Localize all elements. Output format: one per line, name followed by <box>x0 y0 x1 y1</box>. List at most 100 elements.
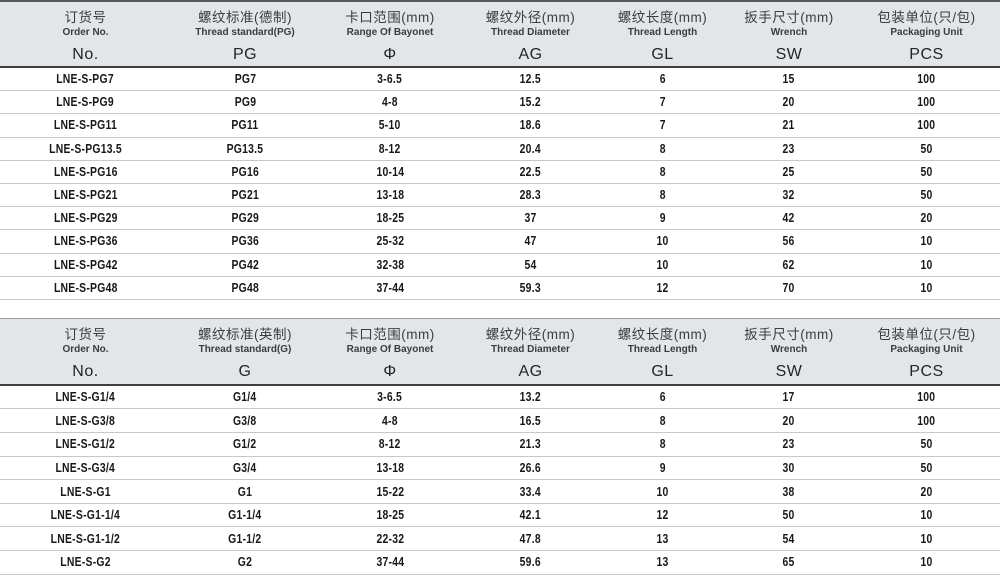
table-header-row: 订货号 Order No. No. 螺纹标准(德制) Thread standard(P… <box>0 0 1000 68</box>
cell-value: 8-12 <box>379 140 401 156</box>
header-label-zh: 螺纹长度(mm) <box>617 10 708 25</box>
header-label-en: Thread standard(G) <box>198 343 292 355</box>
cell-value: LNE-S-PG16 <box>53 163 118 179</box>
cell-value: 20 <box>782 412 796 428</box>
cell-wrench-size: 38 <box>725 483 853 501</box>
cell-thread-diameter: 54 <box>461 256 600 274</box>
cell-order-no: LNE-S-PG9 <box>0 93 171 111</box>
cell-value: 23 <box>782 436 796 452</box>
header-label-zh: 螺纹外径(mm) <box>485 326 576 342</box>
cell-value: 100 <box>917 117 936 133</box>
header-label-zh: 包装单位(只/包) <box>877 10 976 25</box>
cell-bayonet-range: 5-10 <box>319 116 461 134</box>
cell-value: 13-18 <box>376 187 404 203</box>
cell-value: 32 <box>782 187 796 203</box>
cell-value: 54 <box>782 530 796 546</box>
cell-value: 10 <box>656 483 669 499</box>
cell-bayonet-range: 8-12 <box>319 435 461 453</box>
header-label-en: Order No. <box>62 27 109 38</box>
header-label-zh: 螺纹标准(德制) <box>198 10 292 25</box>
cell-value: 37-44 <box>376 554 404 570</box>
cell-value: 10 <box>920 507 933 523</box>
cell-thread-diameter: 47.8 <box>461 530 600 548</box>
cell-packaging-unit: 50 <box>853 186 1000 204</box>
header-cell-order-no: 订货号 Order No. No. <box>0 319 171 384</box>
pg-thread-spec-table: 订货号 Order No. No. 螺纹标准(德制) Thread standard(P… <box>0 0 1000 300</box>
cell-bayonet-range: 37-44 <box>319 279 461 297</box>
cell-bayonet-range: 3-6.5 <box>319 70 461 88</box>
cell-value: 42 <box>782 210 796 226</box>
cell-bayonet-range: 4-8 <box>319 93 461 111</box>
header-label-zh: 扳手尺寸(mm) <box>744 10 834 25</box>
cell-thread-diameter: 21.3 <box>461 435 600 453</box>
header-label-zh: 订货号 <box>64 326 107 342</box>
cell-value: 15.2 <box>519 94 542 110</box>
table-row: LNE-S-G3/8 G3/8 4-8 16.5 8 20 100 <box>0 409 1000 434</box>
cell-value: 65 <box>782 554 796 570</box>
cell-thread-diameter: 37 <box>461 209 600 227</box>
cell-thread-diameter: 47 <box>461 232 600 250</box>
cell-bayonet-range: 18-25 <box>319 506 461 524</box>
cell-thread-standard-pg: PG42 <box>171 256 319 274</box>
cell-thread-standard-pg: PG9 <box>171 93 319 111</box>
header-code-label: G <box>238 362 252 380</box>
header-cell-thread-diameter: 螺纹外径(mm) Thread Diameter AG <box>461 2 600 66</box>
cell-order-no: LNE-S-PG21 <box>0 186 171 204</box>
cell-order-no: LNE-S-G1-1/4 <box>0 506 171 524</box>
cell-thread-standard-pg: PG48 <box>171 279 319 297</box>
cell-thread-length: 7 <box>600 116 725 134</box>
header-label-zh: 螺纹标准(英制) <box>198 326 292 342</box>
cell-thread-standard-pg: PG7 <box>171 70 319 88</box>
cell-value: LNE-S-G1/2 <box>55 436 116 452</box>
header-cell-wrench-size: 扳手尺寸(mm) Wrench SW <box>725 319 853 384</box>
cell-value: LNE-S-PG48 <box>53 279 118 295</box>
cell-packaging-unit: 100 <box>853 70 1000 88</box>
cell-value: G3/4 <box>233 459 257 475</box>
cell-order-no: LNE-S-G1/4 <box>0 388 171 406</box>
header-code-label: AG <box>518 46 543 63</box>
header-code-label: No. <box>72 46 99 63</box>
cell-order-no: LNE-S-PG29 <box>0 209 171 227</box>
table-row: LNE-S-G1-1/2 G1-1/2 22-32 47.8 13 54 10 <box>0 527 1000 552</box>
cell-value: 3-6.5 <box>377 71 403 87</box>
cell-order-no: LNE-S-G1/2 <box>0 435 171 453</box>
header-label-zh: 螺纹长度(mm) <box>617 326 708 342</box>
cell-value: 8 <box>659 163 666 179</box>
cell-wrench-size: 15 <box>725 70 853 88</box>
cell-thread-length: 9 <box>600 209 725 227</box>
cell-wrench-size: 32 <box>725 186 853 204</box>
cell-value: PG7 <box>234 71 256 87</box>
cell-thread-length: 10 <box>600 232 725 250</box>
cell-order-no: LNE-S-G1-1/2 <box>0 530 171 548</box>
cell-value: 18-25 <box>376 210 404 226</box>
cell-thread-standard-g: G2 <box>171 553 319 571</box>
cell-thread-standard-pg: PG13.5 <box>171 140 319 158</box>
table-row: LNE-S-G1 G1 15-22 33.4 10 38 20 <box>0 480 1000 504</box>
table-row: LNE-S-PG48 PG48 37-44 59.3 12 70 10 <box>0 276 1000 300</box>
cell-value: 59.3 <box>519 279 542 295</box>
cell-thread-diameter: 26.6 <box>461 459 600 477</box>
header-label-en: Packaging Unit <box>890 343 963 355</box>
cell-bayonet-range: 13-18 <box>319 186 461 204</box>
cell-packaging-unit: 100 <box>853 116 1000 134</box>
cell-value: 7 <box>659 94 666 110</box>
header-label-zh: 订货号 <box>64 10 107 25</box>
header-code-label: Φ <box>383 46 397 63</box>
cell-value: 20.4 <box>519 140 542 156</box>
cell-value: 22-32 <box>376 530 404 546</box>
header-code-label: SW <box>775 46 803 63</box>
cell-value: 37 <box>524 210 537 226</box>
cell-value: 50 <box>920 459 933 475</box>
cell-value: LNE-S-PG36 <box>53 233 118 249</box>
cell-wrench-size: 17 <box>725 388 853 406</box>
table-row: LNE-S-PG13.5 PG13.5 8-12 20.4 8 23 50 <box>0 137 1000 161</box>
cell-value: 12.5 <box>519 71 542 87</box>
cell-order-no: LNE-S-PG42 <box>0 256 171 274</box>
cell-value: 100 <box>917 94 936 110</box>
cell-value: 70 <box>782 279 796 295</box>
cell-thread-standard-g: G3/4 <box>171 459 319 477</box>
cell-value: G2 <box>237 554 253 570</box>
cell-value: 4-8 <box>382 94 398 110</box>
header-label-zh: 螺纹外径(mm) <box>485 10 576 25</box>
cell-order-no: LNE-S-PG48 <box>0 279 171 297</box>
